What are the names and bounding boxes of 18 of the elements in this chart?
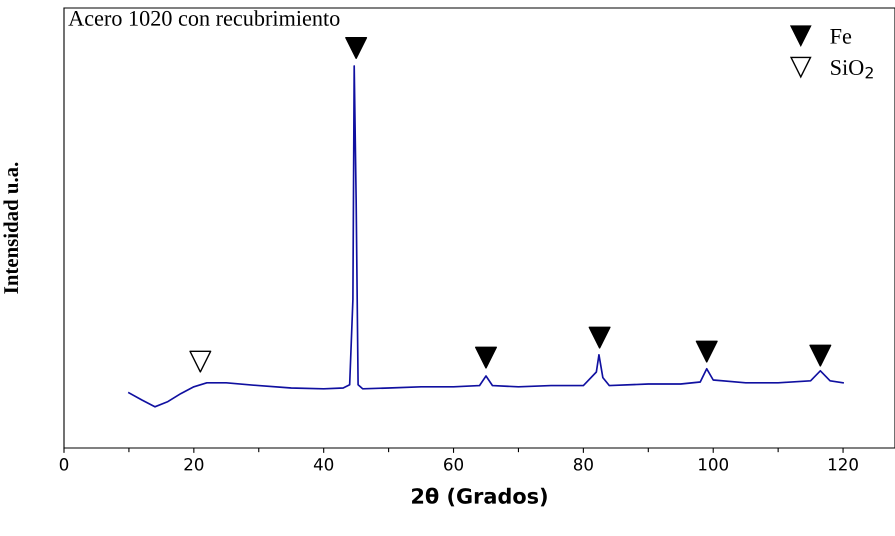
legend-label: Fe [830,29,852,44]
x-tick-label: 60 [444,458,464,471]
legend-label: SiO$_{2}$ [831,60,873,78]
x-tick-label: 120 [828,458,858,471]
point [189,350,212,373]
x-tick-label: 0 [60,458,68,471]
point [809,344,832,367]
x-tick-label: 40 [314,458,334,471]
y-axis-title: Intensidad u.a. [3,162,18,294]
x-axis-title: 2θ (Grados) [412,488,547,506]
point [696,340,718,363]
x-tick-label: 20 [184,458,204,471]
chart-title: Acero 1020 con recubrimiento [68,10,340,26]
point [588,326,611,349]
point [474,346,497,369]
x-tick-label: 100 [699,458,728,471]
point [345,37,368,59]
x-tick-label: 80 [574,458,593,471]
